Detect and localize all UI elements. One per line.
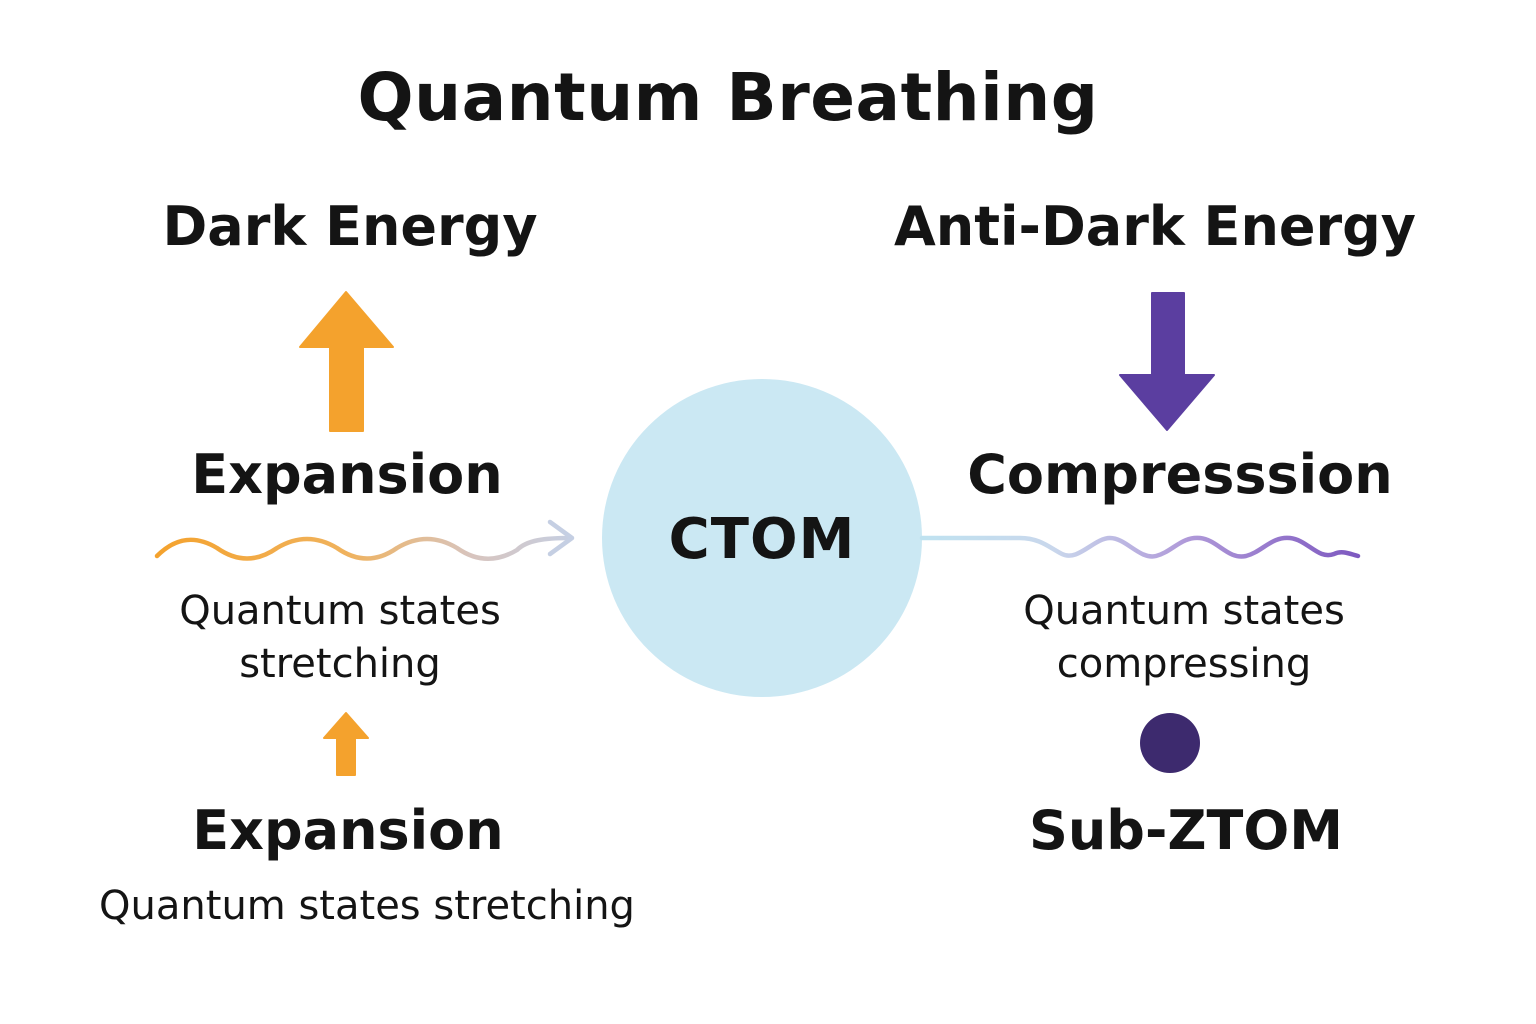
compression-description-line2: compressing [1056, 640, 1312, 687]
sub-ztom-dot [1140, 713, 1200, 773]
dark-energy-up-arrow-icon [299, 291, 394, 432]
anti-dark-energy-down-arrow-icon [1119, 292, 1215, 431]
sub-ztom-label: Sub-ZTOM [1028, 799, 1344, 862]
anti-dark-energy-label: Anti-Dark Energy [893, 195, 1417, 258]
ctom-circle: CTOM [602, 379, 922, 697]
expansion-wave-arrow [154, 535, 573, 561]
compression-wave-line [919, 535, 1361, 559]
diagram-title: Quantum Breathing [357, 59, 1099, 136]
compression-label: Compresssion [967, 443, 1393, 506]
expansion-description-line2: stretching [239, 640, 441, 687]
expansion-arrowhead-icon [547, 519, 575, 557]
expansion-description-line1: Quantum states [179, 588, 501, 634]
ctom-label: CTOM [668, 507, 856, 572]
bottom-expansion-description: Quantum states stretching [99, 883, 635, 929]
expansion-label: Expansion [191, 443, 503, 506]
compression-description: Quantum states compressing [1023, 585, 1345, 691]
compression-description-line1: Quantum states [1023, 588, 1345, 634]
dark-energy-label: Dark Energy [162, 195, 538, 258]
expansion-description: Quantum states stretching [179, 585, 501, 691]
small-up-arrow-icon [323, 712, 369, 776]
bottom-expansion-label: Expansion [192, 799, 504, 862]
